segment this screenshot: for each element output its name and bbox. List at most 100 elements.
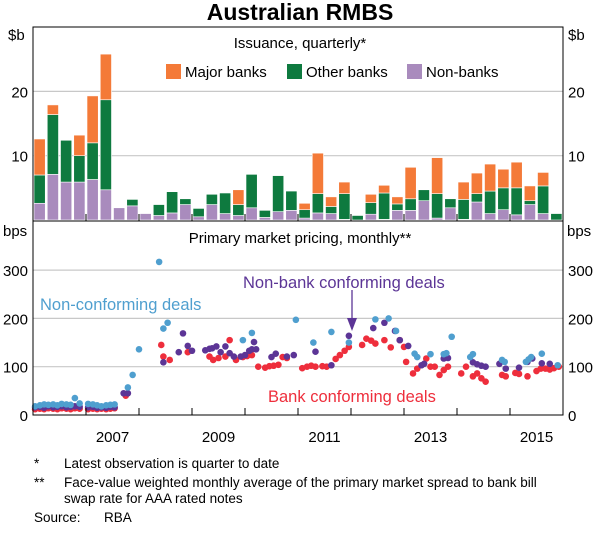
- bottom-unit-right: bps: [567, 223, 591, 240]
- bar-other-banks: [258, 210, 271, 218]
- bar-other-banks: [338, 193, 351, 220]
- point-bank-conforming-deals: [444, 363, 452, 371]
- point-bank-conforming-deals: [462, 363, 470, 371]
- point-bank-conforming-deals: [524, 373, 531, 380]
- bar-non-banks: [272, 211, 285, 221]
- point-bank-conforming-deals: [537, 365, 545, 372]
- bar-non-banks: [364, 213, 377, 221]
- bar-major-banks: [86, 95, 99, 144]
- point-non-conforming-deals: [538, 350, 546, 357]
- bar-other-banks: [391, 203, 404, 211]
- bar-major-banks: [431, 157, 444, 194]
- point-non-bank-conforming-deals: [230, 353, 238, 360]
- annotation-non-bank-conforming: Non-bank conforming deals: [243, 274, 445, 292]
- bar-other-banks: [325, 206, 338, 214]
- ytick-label-top-right: 20: [568, 84, 585, 101]
- bar-major-banks: [298, 202, 311, 211]
- point-non-conforming-deals: [443, 349, 450, 357]
- bar-other-banks: [523, 200, 536, 205]
- bar-non-banks: [537, 213, 550, 221]
- point-non-conforming-deals: [448, 333, 456, 341]
- bar-non-banks: [245, 207, 258, 221]
- bar-major-banks: [523, 185, 536, 202]
- point-bank-conforming-deals: [409, 370, 417, 377]
- bar-other-banks: [484, 190, 497, 214]
- point-non-bank-conforming-deals: [502, 365, 510, 372]
- bar-other-banks: [351, 215, 364, 221]
- bar-non-banks: [113, 207, 126, 221]
- bar-major-banks: [510, 161, 523, 189]
- xtick-label: 2009: [202, 429, 235, 446]
- point-bank-conforming-deals: [372, 340, 379, 347]
- ytick-label-top-right: 10: [568, 149, 585, 166]
- point-bank-conforming-deals: [341, 347, 348, 355]
- point-bank-conforming-deals: [482, 378, 489, 385]
- point-non-conforming-deals: [385, 315, 392, 322]
- point-non-conforming-deals: [164, 319, 171, 327]
- ytick-label-bottom-left: 200: [3, 311, 28, 328]
- bar-non-banks: [404, 210, 417, 221]
- bar-major-banks: [404, 166, 417, 200]
- point-bank-conforming-deals: [422, 355, 430, 362]
- bar-non-banks: [219, 213, 232, 221]
- point-bank-conforming-deals: [515, 370, 523, 378]
- point-bank-conforming-deals: [157, 341, 165, 349]
- point-non-conforming-deals: [129, 371, 136, 379]
- point-non-conforming-deals: [58, 400, 65, 408]
- ytick-label-bottom-right: 0: [568, 408, 576, 425]
- point-non-conforming-deals: [413, 353, 421, 361]
- bar-other-banks: [219, 192, 232, 214]
- point-bank-conforming-deals: [502, 373, 510, 380]
- bar-other-banks: [126, 199, 139, 207]
- bar-major-banks: [73, 134, 86, 156]
- bar-non-banks: [470, 201, 483, 221]
- point-bank-conforming-deals: [275, 361, 282, 369]
- point-non-conforming-deals: [392, 327, 400, 335]
- point-bank-conforming-deals: [457, 370, 465, 377]
- point-bank-conforming-deals: [215, 354, 222, 362]
- annotation-arrow-head: [347, 318, 357, 331]
- bar-major-banks: [33, 138, 46, 176]
- bar-other-banks: [245, 174, 258, 209]
- point-non-bank-conforming-deals: [175, 348, 183, 356]
- legend-swatch-other-banks: [287, 64, 302, 79]
- point-bank-conforming-deals: [332, 355, 339, 363]
- ytick-label-bottom-left: 100: [3, 360, 28, 377]
- point-non-bank-conforming-deals: [222, 343, 229, 350]
- point-bank-conforming-deals: [312, 363, 319, 371]
- point-non-bank-conforming-deals: [546, 360, 554, 368]
- bar-non-banks: [179, 204, 192, 221]
- ytick-label-bottom-left: 0: [20, 408, 28, 425]
- bottom-unit-left: bps: [3, 223, 27, 240]
- bar-major-banks: [99, 53, 112, 101]
- bar-other-banks: [378, 192, 391, 220]
- point-non-bank-conforming-deals: [312, 348, 319, 356]
- point-non-bank-conforming-deals: [250, 338, 258, 346]
- point-non-bank-conforming-deals: [184, 342, 192, 350]
- footnote-text: Face-value weighted monthly average of t…: [64, 475, 537, 506]
- point-non-conforming-deals: [76, 400, 83, 407]
- bar-non-banks: [391, 210, 404, 221]
- ytick-label-bottom-right: 100: [568, 360, 593, 377]
- bar-non-banks: [510, 214, 523, 221]
- point-non-conforming-deals: [71, 394, 79, 402]
- legend-label-major-banks: Major banks: [185, 64, 267, 81]
- ytick-label-bottom-left: 300: [3, 263, 28, 280]
- bar-non-banks: [33, 202, 46, 221]
- bar-major-banks: [484, 163, 497, 192]
- xtick-label: 2011: [308, 429, 340, 446]
- legend-label-other-banks: Other banks: [306, 64, 388, 81]
- bar-other-banks: [73, 155, 86, 183]
- bar-other-banks: [179, 198, 192, 205]
- point-non-bank-conforming-deals: [179, 330, 187, 337]
- point-non-conforming-deals: [469, 350, 477, 358]
- point-non-conforming-deals: [427, 350, 434, 358]
- top-panel-subtitle: Issuance, quarterly*: [234, 35, 367, 52]
- point-bank-conforming-deals: [254, 363, 262, 371]
- bar-major-banks: [338, 181, 351, 194]
- point-non-bank-conforming-deals: [241, 351, 249, 359]
- top-unit-left: $b: [8, 27, 25, 44]
- source-line: Source: RBA: [34, 510, 554, 526]
- bar-major-banks: [470, 172, 483, 194]
